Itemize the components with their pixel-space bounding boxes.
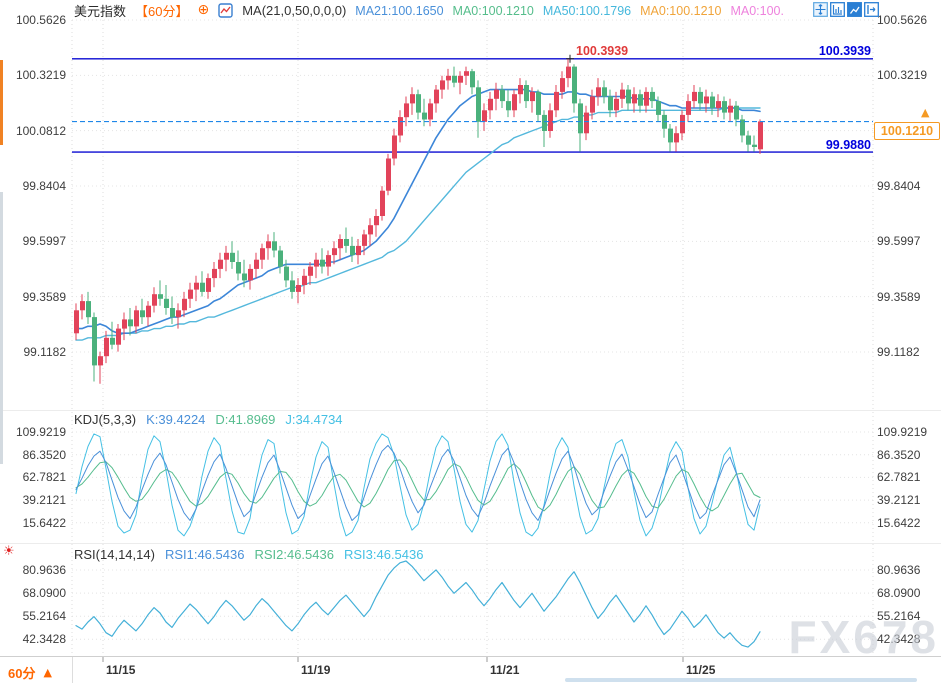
resistance-price-label-left: 100.3939	[576, 44, 629, 58]
pan-tool-icon[interactable]	[813, 2, 828, 17]
period-badge[interactable]: 【60分】	[135, 3, 189, 19]
ma-value: MA0:100.1210	[452, 3, 534, 18]
kdj-rsi-divider	[0, 543, 941, 544]
current-price-badge[interactable]: 100.1210	[874, 122, 940, 140]
add-indicator-icon[interactable]: ⊕	[197, 2, 210, 18]
main-kdj-divider	[0, 410, 941, 411]
timeframe-arrow-icon: ▲	[43, 666, 52, 679]
ma-value: MA50:100.1796	[542, 3, 632, 18]
rsi1-value: RSI1:46.5436	[164, 547, 245, 562]
time-axis-divider	[0, 656, 941, 657]
ma21-line	[75, 88, 761, 334]
live-indicator-icon: ☀	[3, 544, 15, 559]
ma50-line	[75, 107, 761, 341]
fx678-watermark: FX678	[788, 611, 939, 663]
candlestick-chart-icon[interactable]	[218, 2, 233, 18]
ma-value: MA21:100.1650	[355, 3, 444, 18]
timeframe-label: 60分	[8, 666, 36, 681]
chart-header: 美元指数 【60分】 ⊕ MA(21,0,50,0,0,0) MA21:100.…	[74, 1, 799, 19]
kdj-k-line	[75, 444, 761, 521]
rsi-title[interactable]: RSI(14,14,14)	[74, 547, 155, 562]
ma-settings-label[interactable]: MA(21,0,50,0,0,0)	[242, 2, 347, 18]
rsi2-value: RSI2:46.5436	[254, 547, 334, 562]
rsi-line	[75, 560, 761, 648]
kdj-d-line	[75, 459, 761, 512]
resistance-price-label-right: 100.3939	[818, 44, 871, 58]
left-scroll-indicator-orange[interactable]	[0, 60, 3, 145]
timeframe-selector[interactable]: 60分 ▲	[8, 663, 52, 682]
rsi-header: RSI(14,14,14) RSI1:46.5436 RSI2:46.5436 …	[74, 547, 423, 562]
horizontal-scrollbar[interactable]	[565, 678, 917, 682]
kdj-title[interactable]: KDJ(5,3,3)	[74, 412, 137, 427]
jump-to-latest-icon[interactable]	[864, 2, 879, 17]
ma-values: MA21:100.1650 MA0:100.1210 MA50:100.1796 MA…	[355, 3, 793, 18]
chart-toolbar	[813, 2, 879, 17]
kdj-header: KDJ(5,3,3) K:39.4224 D:41.8969 J:34.4734	[74, 412, 343, 427]
kdj-d-value: D:41.8969	[215, 412, 276, 427]
price-up-arrow-icon: ▲	[921, 106, 930, 119]
support-price-label: 99.9880	[825, 138, 871, 152]
rsi3-value: RSI3:46.5436	[343, 547, 424, 562]
kdj-k-value: K:39.4224	[146, 412, 206, 427]
chart-style-icon[interactable]	[847, 2, 862, 17]
symbol-title: 美元指数	[74, 3, 127, 19]
left-scroll-indicator-gray[interactable]	[0, 192, 3, 464]
y-axis-scale-icon[interactable]	[830, 2, 845, 17]
ma-value: MA0:100.1210	[640, 3, 722, 18]
candles-layer	[74, 58, 763, 384]
kdj-j-line	[75, 433, 761, 537]
kdj-j-value: J:34.4734	[285, 412, 343, 427]
time-axis-cell-divider	[72, 657, 73, 683]
ma-value: MA0:100.	[730, 3, 784, 18]
